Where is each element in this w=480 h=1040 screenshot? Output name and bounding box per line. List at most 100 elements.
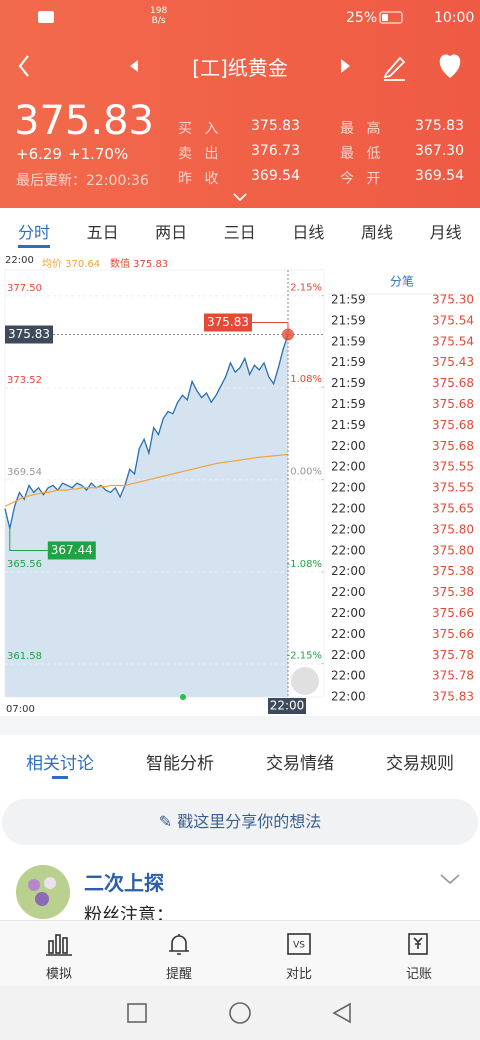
tick-time: 21:59 bbox=[331, 418, 366, 432]
nav-icon[interactable] bbox=[46, 931, 72, 957]
stat-label: 买 入 bbox=[178, 121, 223, 137]
ticks-title: 分笔 bbox=[390, 274, 414, 289]
tick-price: 375.54 bbox=[432, 313, 474, 327]
current-badge-label: 375.83 bbox=[207, 315, 249, 329]
hd-icon bbox=[38, 11, 54, 23]
period-tab[interactable]: 月线 bbox=[429, 223, 462, 242]
stat-label: 最 低 bbox=[340, 146, 385, 162]
change: +6.29 bbox=[16, 145, 62, 163]
post-more[interactable] bbox=[438, 871, 462, 887]
y-tick-label: 361.58 bbox=[7, 651, 42, 662]
sub-tab[interactable]: 交易规则 bbox=[386, 754, 454, 774]
stat-value: 369.54 bbox=[415, 168, 464, 184]
nav-glyph bbox=[169, 934, 189, 955]
stat-label: 今 开 bbox=[340, 171, 385, 187]
axis-badge-label: 375.83 bbox=[8, 327, 50, 341]
tick-price: 375.54 bbox=[432, 334, 474, 348]
tick-time: 22:00 bbox=[331, 669, 366, 683]
back[interactable] bbox=[18, 55, 29, 77]
x-tick-label: 07:00 bbox=[6, 704, 35, 715]
header-icons bbox=[18, 11, 461, 202]
tick-price: 375.78 bbox=[432, 669, 474, 683]
price-area bbox=[5, 334, 288, 697]
low-leader bbox=[9, 528, 48, 551]
period-tab[interactable]: 日线 bbox=[292, 223, 325, 242]
nav-label[interactable]: 记账 bbox=[405, 967, 432, 982]
nav-icon[interactable] bbox=[166, 931, 192, 957]
sub-tab-bar: 相关讨论 智能分析 交易情绪 交易规则 bbox=[0, 735, 480, 791]
stat-value: 367.30 bbox=[415, 143, 464, 159]
nav-glyph bbox=[408, 933, 428, 955]
sub-tab[interactable]: 相关讨论 bbox=[26, 754, 94, 774]
tick-time: 22:00 bbox=[331, 439, 366, 453]
next[interactable] bbox=[341, 59, 350, 73]
speed-unit: B/s bbox=[151, 16, 166, 26]
period-tab[interactable]: 五日 bbox=[86, 223, 119, 242]
y-tick-label: 373.52 bbox=[7, 375, 42, 386]
y-tick-label: 377.50 bbox=[7, 283, 42, 294]
y-tick-label: 365.56 bbox=[7, 559, 42, 570]
prev[interactable] bbox=[130, 60, 138, 72]
y2-tick-label: 0.00% bbox=[290, 467, 322, 478]
nav-label[interactable]: 对比 bbox=[285, 967, 312, 982]
nav-glyph: VS bbox=[287, 933, 311, 955]
comment-input[interactable]: ✎ 戳这里分享你的想法 bbox=[2, 799, 478, 845]
price: 375.83 bbox=[14, 98, 154, 144]
tick-price: 375.38 bbox=[432, 564, 474, 578]
stat-value: 376.73 bbox=[251, 143, 300, 159]
change-pct: +1.70% bbox=[68, 145, 129, 163]
tick-time: 22:00 bbox=[331, 481, 366, 495]
tick-price: 375.55 bbox=[432, 481, 474, 495]
avg-info: 均价 370.64 bbox=[42, 259, 101, 270]
period-tab[interactable]: 分时 bbox=[17, 223, 50, 242]
y2-tick-label: 1.08% bbox=[290, 374, 322, 385]
sub-tab[interactable]: 智能分析 bbox=[146, 754, 214, 774]
tick-price: 375.66 bbox=[432, 606, 474, 620]
favorite[interactable] bbox=[439, 54, 461, 78]
tick-time: 21:59 bbox=[331, 313, 366, 327]
battery-icon bbox=[379, 11, 403, 24]
nav-icon[interactable] bbox=[406, 931, 432, 957]
recent[interactable] bbox=[127, 1003, 147, 1023]
tick-price: 375.78 bbox=[432, 648, 474, 662]
series-line bbox=[4, 334, 289, 529]
clock: 10:00 bbox=[434, 10, 475, 26]
speed: 198 bbox=[150, 6, 168, 16]
back-sys[interactable] bbox=[332, 1002, 351, 1024]
battery: 25% bbox=[346, 10, 378, 26]
stat-label: 卖 出 bbox=[178, 146, 223, 162]
y2-tick-label: -1.08% bbox=[287, 559, 322, 570]
expand[interactable] bbox=[233, 193, 247, 202]
nav-icon[interactable]: VS bbox=[286, 931, 312, 957]
edit[interactable] bbox=[383, 56, 406, 81]
y-tick-label: 369.54 bbox=[7, 467, 42, 478]
svg-text:VS: VS bbox=[293, 941, 305, 951]
tick-price: 375.68 bbox=[432, 439, 474, 453]
fullscreen[interactable] bbox=[291, 667, 319, 695]
nav-label[interactable]: 模拟 bbox=[45, 967, 72, 982]
system-nav bbox=[0, 986, 480, 1040]
bottom-nav: 模拟 提醒 VS 对比 记账 bbox=[0, 920, 480, 987]
post-user[interactable]: 二次上探 bbox=[84, 871, 164, 895]
period-tab[interactable]: 三日 bbox=[223, 223, 256, 242]
tick-time: 22:00 bbox=[331, 502, 366, 516]
current-leader bbox=[252, 322, 289, 335]
tick-time: 22:00 bbox=[331, 460, 366, 474]
stat-value: 375.83 bbox=[415, 118, 464, 134]
tick-time: 22:00 bbox=[331, 627, 366, 641]
tick-time: 21:59 bbox=[331, 355, 366, 369]
quote-header: 198 B/s 25% 10:00 [工]纸黄金 375.83 +6.29 +1.… bbox=[0, 0, 480, 208]
series-line bbox=[4, 453, 289, 507]
period-tab[interactable]: 两日 bbox=[155, 223, 188, 242]
placeholder: 戳这里分享你的想法 bbox=[177, 812, 322, 831]
updated: 最后更新：22:00:36 bbox=[16, 173, 149, 189]
stat-label: 最 高 bbox=[340, 121, 385, 137]
home[interactable] bbox=[229, 1002, 251, 1024]
y2-tick-label: 2.15% bbox=[290, 283, 322, 294]
stat-label: 昨 收 bbox=[178, 171, 223, 187]
period-tab[interactable]: 周线 bbox=[360, 223, 393, 242]
session-dot bbox=[180, 694, 186, 700]
nav-label[interactable]: 提醒 bbox=[165, 967, 192, 982]
tick-time: 22:00 bbox=[331, 648, 366, 662]
sub-tab[interactable]: 交易情绪 bbox=[266, 754, 334, 774]
